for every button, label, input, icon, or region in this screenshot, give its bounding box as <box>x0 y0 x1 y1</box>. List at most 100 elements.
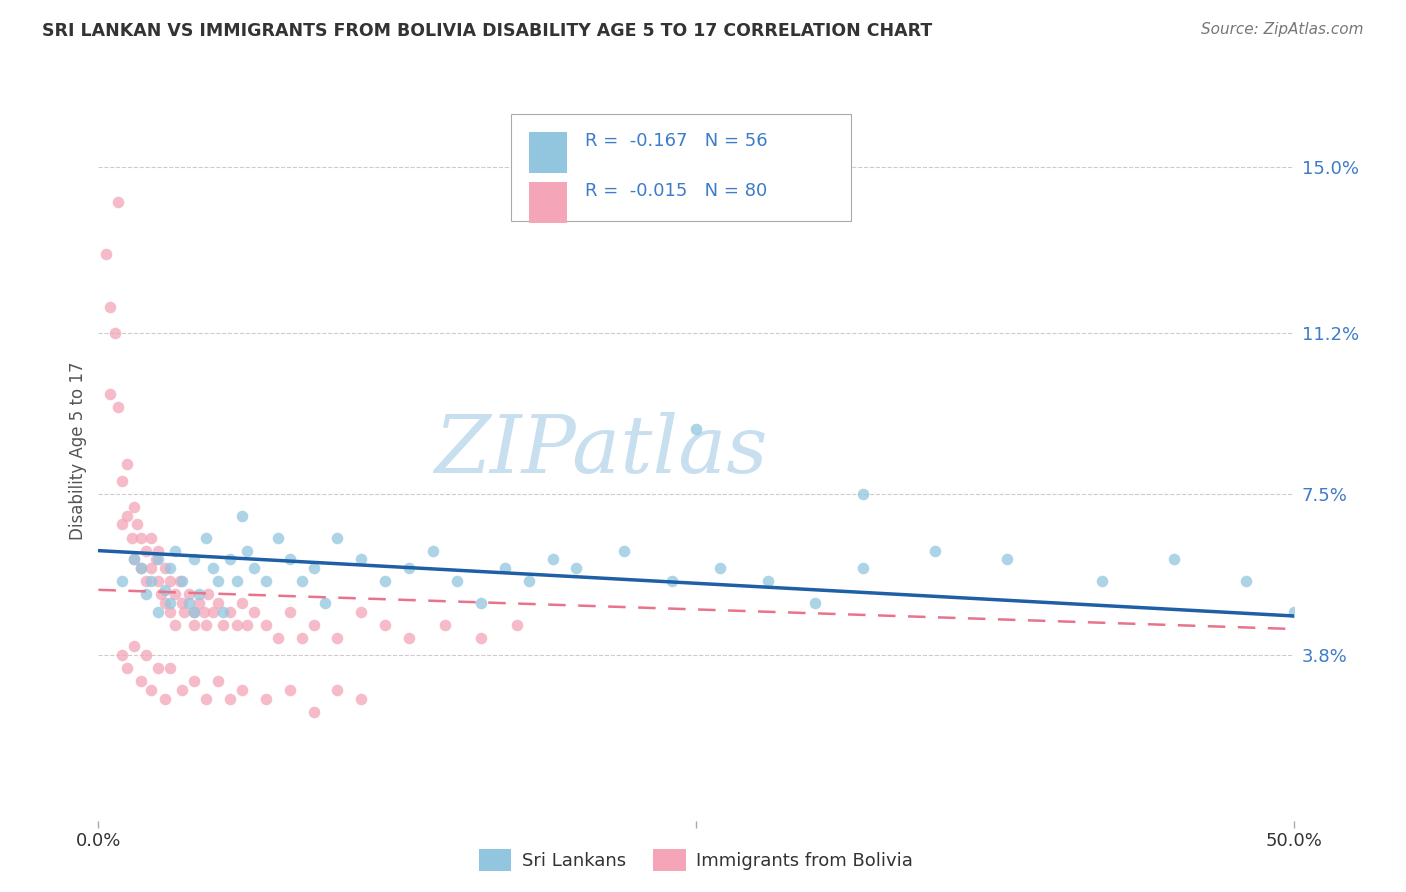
Point <box>517 574 540 588</box>
Point <box>226 617 249 632</box>
Point <box>235 617 257 632</box>
Point <box>107 195 129 210</box>
Point <box>219 552 242 566</box>
Point <box>148 543 170 558</box>
Point <box>172 683 194 698</box>
Point <box>398 631 420 645</box>
Point <box>115 661 138 675</box>
Point <box>195 691 218 706</box>
Point <box>179 596 201 610</box>
Point <box>111 474 134 488</box>
Point <box>756 574 779 588</box>
Point <box>193 605 215 619</box>
Point <box>139 531 162 545</box>
Point <box>195 617 218 632</box>
Point <box>135 587 157 601</box>
Point <box>231 596 253 610</box>
Point <box>125 517 148 532</box>
Point <box>541 552 564 566</box>
Point <box>197 587 219 601</box>
Text: ZIPatlas: ZIPatlas <box>433 412 768 489</box>
Point <box>94 247 117 261</box>
Point <box>135 543 157 558</box>
Point <box>291 631 314 645</box>
Point <box>470 596 492 610</box>
Point <box>434 617 457 632</box>
Point <box>326 531 349 545</box>
Point <box>124 640 146 654</box>
Point <box>494 561 516 575</box>
Point <box>135 574 157 588</box>
Point <box>302 561 325 575</box>
Point <box>163 617 186 632</box>
Point <box>254 574 277 588</box>
Point <box>231 508 253 523</box>
Point <box>139 683 162 698</box>
Point <box>155 691 177 706</box>
Point <box>131 561 153 575</box>
Y-axis label: Disability Age 5 to 17: Disability Age 5 to 17 <box>69 361 87 540</box>
Bar <box>529 183 567 223</box>
Point <box>291 574 314 588</box>
Point <box>195 531 218 545</box>
Point <box>243 561 266 575</box>
Point <box>111 517 134 532</box>
Point <box>422 543 444 558</box>
Point <box>685 422 707 436</box>
Point <box>115 508 138 523</box>
Point <box>155 596 177 610</box>
Point <box>172 596 194 610</box>
Point <box>852 561 875 575</box>
Point <box>131 561 153 575</box>
Point <box>183 674 205 689</box>
Point <box>661 574 683 588</box>
Point <box>278 605 301 619</box>
Point <box>131 674 153 689</box>
Point <box>315 596 337 610</box>
Point <box>446 574 468 588</box>
Point <box>121 531 143 545</box>
Point <box>111 574 134 588</box>
Point <box>231 683 253 698</box>
Point <box>1163 552 1185 566</box>
Point <box>226 574 249 588</box>
Point <box>219 605 242 619</box>
Text: Source: ZipAtlas.com: Source: ZipAtlas.com <box>1201 22 1364 37</box>
Point <box>187 587 209 601</box>
Point <box>148 661 170 675</box>
Point <box>98 387 122 401</box>
Point <box>159 574 181 588</box>
Point <box>159 661 181 675</box>
Point <box>159 561 181 575</box>
Point <box>613 543 636 558</box>
Point <box>924 543 946 558</box>
Point <box>302 705 325 719</box>
Bar <box>529 132 567 173</box>
Point <box>302 617 325 632</box>
Point <box>163 543 186 558</box>
Point <box>350 691 373 706</box>
Point <box>804 596 827 610</box>
Point <box>219 691 242 706</box>
Point <box>139 561 162 575</box>
Point <box>169 574 191 588</box>
FancyBboxPatch shape <box>510 113 852 221</box>
Point <box>211 617 233 632</box>
Point <box>115 457 138 471</box>
Point <box>243 605 266 619</box>
Point <box>278 552 301 566</box>
Point <box>565 561 588 575</box>
Point <box>183 617 205 632</box>
Point <box>159 596 181 610</box>
Text: SRI LANKAN VS IMMIGRANTS FROM BOLIVIA DISABILITY AGE 5 TO 17 CORRELATION CHART: SRI LANKAN VS IMMIGRANTS FROM BOLIVIA DI… <box>42 22 932 40</box>
Point <box>98 300 122 314</box>
Point <box>145 552 167 566</box>
Point <box>183 605 205 619</box>
Point <box>124 552 146 566</box>
Point <box>1282 605 1305 619</box>
Point <box>173 605 195 619</box>
Point <box>254 617 277 632</box>
Point <box>207 596 229 610</box>
Point <box>326 683 349 698</box>
Point <box>139 574 162 588</box>
